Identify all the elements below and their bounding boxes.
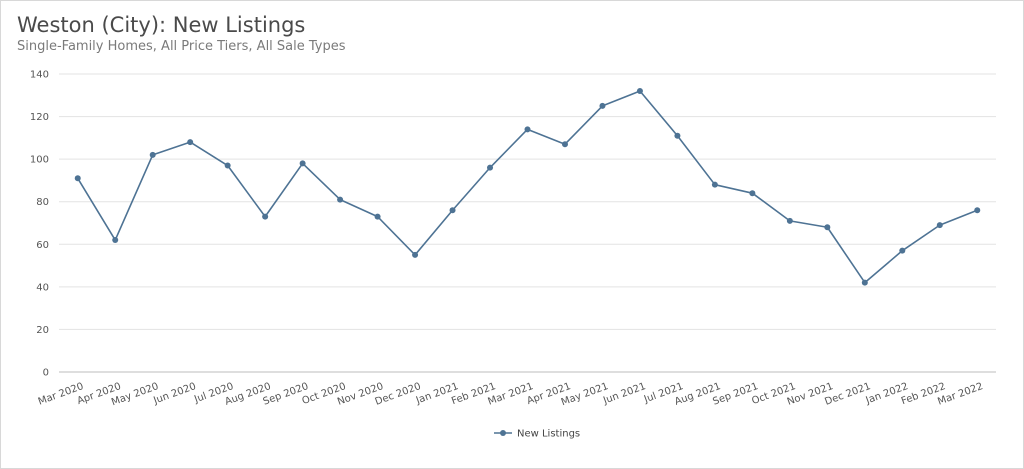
y-tick-label: 120 <box>30 112 49 123</box>
data-point[interactable] <box>636 88 643 95</box>
data-point[interactable] <box>674 132 681 139</box>
y-tick-label: 60 <box>36 240 49 251</box>
data-point[interactable] <box>487 164 494 171</box>
y-tick-label: 100 <box>30 155 49 166</box>
y-axis: 0 20 40 60 80 100 120 140 <box>30 70 49 379</box>
data-point[interactable] <box>262 213 269 220</box>
data-point[interactable] <box>149 151 156 158</box>
grid-lines <box>59 73 996 373</box>
chart-title: Weston (City): New Listings <box>17 13 306 37</box>
legend-label: New Listings <box>517 429 580 440</box>
data-point[interactable] <box>524 126 531 133</box>
data-point[interactable] <box>74 175 81 182</box>
data-point[interactable] <box>786 217 793 224</box>
y-tick-label: 40 <box>36 282 49 293</box>
data-point[interactable] <box>449 207 456 214</box>
data-point[interactable] <box>187 139 194 146</box>
legend-marker <box>500 430 506 436</box>
data-point[interactable] <box>711 181 718 188</box>
data-point[interactable] <box>224 162 231 169</box>
data-point[interactable] <box>861 279 868 286</box>
data-point[interactable] <box>561 141 568 148</box>
series-line <box>77 90 978 284</box>
y-tick-label: 0 <box>43 368 49 379</box>
data-point[interactable] <box>749 190 756 197</box>
data-point[interactable] <box>337 196 344 203</box>
y-tick-label: 140 <box>30 70 49 81</box>
data-point[interactable] <box>299 160 306 167</box>
x-tick-label: Jun 2020 <box>151 381 197 407</box>
chart-subtitle: Single-Family Homes, All Price Tiers, Al… <box>17 39 346 54</box>
series-layer <box>74 88 981 286</box>
data-point[interactable] <box>374 213 381 220</box>
data-point[interactable] <box>112 237 119 244</box>
x-tick-label: Jun 2021 <box>601 381 647 407</box>
data-point[interactable] <box>974 207 981 214</box>
data-point[interactable] <box>412 251 419 258</box>
data-point[interactable] <box>899 247 906 254</box>
legend[interactable]: New Listings <box>494 429 580 440</box>
data-point[interactable] <box>599 102 606 109</box>
data-point[interactable] <box>824 224 831 231</box>
y-tick-label: 20 <box>36 325 49 336</box>
data-point[interactable] <box>936 222 943 229</box>
y-tick-label: 80 <box>36 197 49 208</box>
